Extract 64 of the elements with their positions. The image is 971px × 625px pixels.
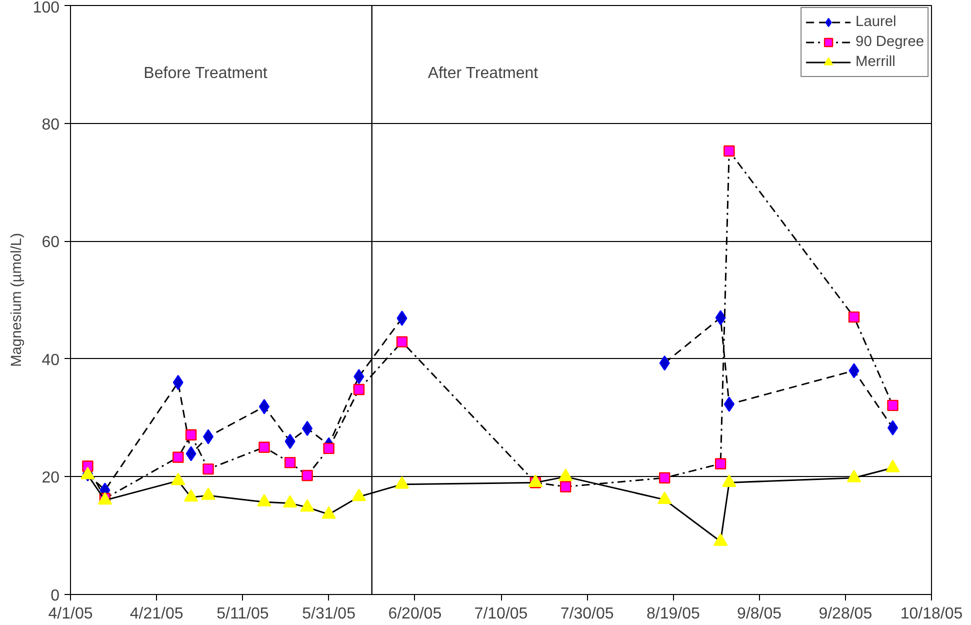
point (202, 463, 214, 475)
point (171, 472, 186, 486)
point (300, 499, 314, 512)
point (394, 476, 410, 489)
legend-label: Laurel (856, 14, 896, 30)
point (846, 470, 862, 482)
point (282, 495, 298, 508)
point (353, 384, 365, 396)
point (724, 145, 735, 157)
x-tick-label: 5/11/05 (216, 606, 269, 622)
point (528, 474, 543, 487)
x-tick-label: 4/1/05 (48, 606, 93, 622)
point (352, 488, 366, 502)
point (396, 336, 408, 348)
y-tick-label: 80 (42, 116, 60, 134)
point (714, 458, 726, 470)
point (284, 434, 296, 449)
legend-label: Merrill (856, 54, 896, 70)
y-tick-label: 20 (42, 470, 60, 487)
point (848, 311, 860, 323)
x-tick-label: 5/31/05 (302, 606, 356, 622)
point (302, 420, 313, 436)
point (322, 506, 336, 519)
x-tick-label: 9/28/05 (818, 606, 872, 622)
point (258, 442, 270, 453)
point (323, 442, 334, 454)
y-tick-label: 0 (50, 588, 60, 604)
point (886, 460, 900, 472)
point (887, 400, 898, 412)
annotation: Before Treatment (144, 65, 268, 82)
point (172, 452, 184, 463)
point (848, 363, 860, 378)
point (560, 481, 572, 492)
annotation: After Treatment (428, 65, 539, 82)
y-tick-label: 60 (42, 234, 60, 252)
x-tick-label: 4/21/05 (130, 606, 184, 622)
point (302, 470, 313, 482)
x-tick-label: 9/8/05 (737, 606, 782, 622)
x-tick-label: 10/18/05 (900, 606, 963, 622)
x-tick-label: 6/20/05 (388, 606, 442, 622)
point (186, 446, 196, 462)
point (887, 420, 898, 436)
point (185, 429, 197, 440)
point (202, 429, 214, 444)
point (658, 472, 670, 484)
y-tick-label: 100 (32, 0, 60, 16)
point (284, 456, 296, 468)
y-tick-label: 40 (42, 352, 60, 369)
point (184, 489, 198, 502)
point (657, 492, 672, 504)
point (715, 310, 726, 326)
legend-label: 90 Degree (856, 34, 924, 50)
y-axis-title: Magnesium (µmol/L) (8, 233, 25, 367)
x-tick-label: 7/30/05 (560, 606, 614, 622)
x-tick-label: 8/19/05 (646, 606, 700, 622)
point (258, 399, 270, 414)
point (722, 474, 736, 487)
point (713, 533, 728, 546)
point (558, 468, 573, 482)
point (396, 310, 408, 326)
point (201, 487, 216, 500)
x-tick-label: 7/10/05 (474, 606, 528, 622)
point (257, 494, 272, 506)
point (724, 396, 734, 412)
